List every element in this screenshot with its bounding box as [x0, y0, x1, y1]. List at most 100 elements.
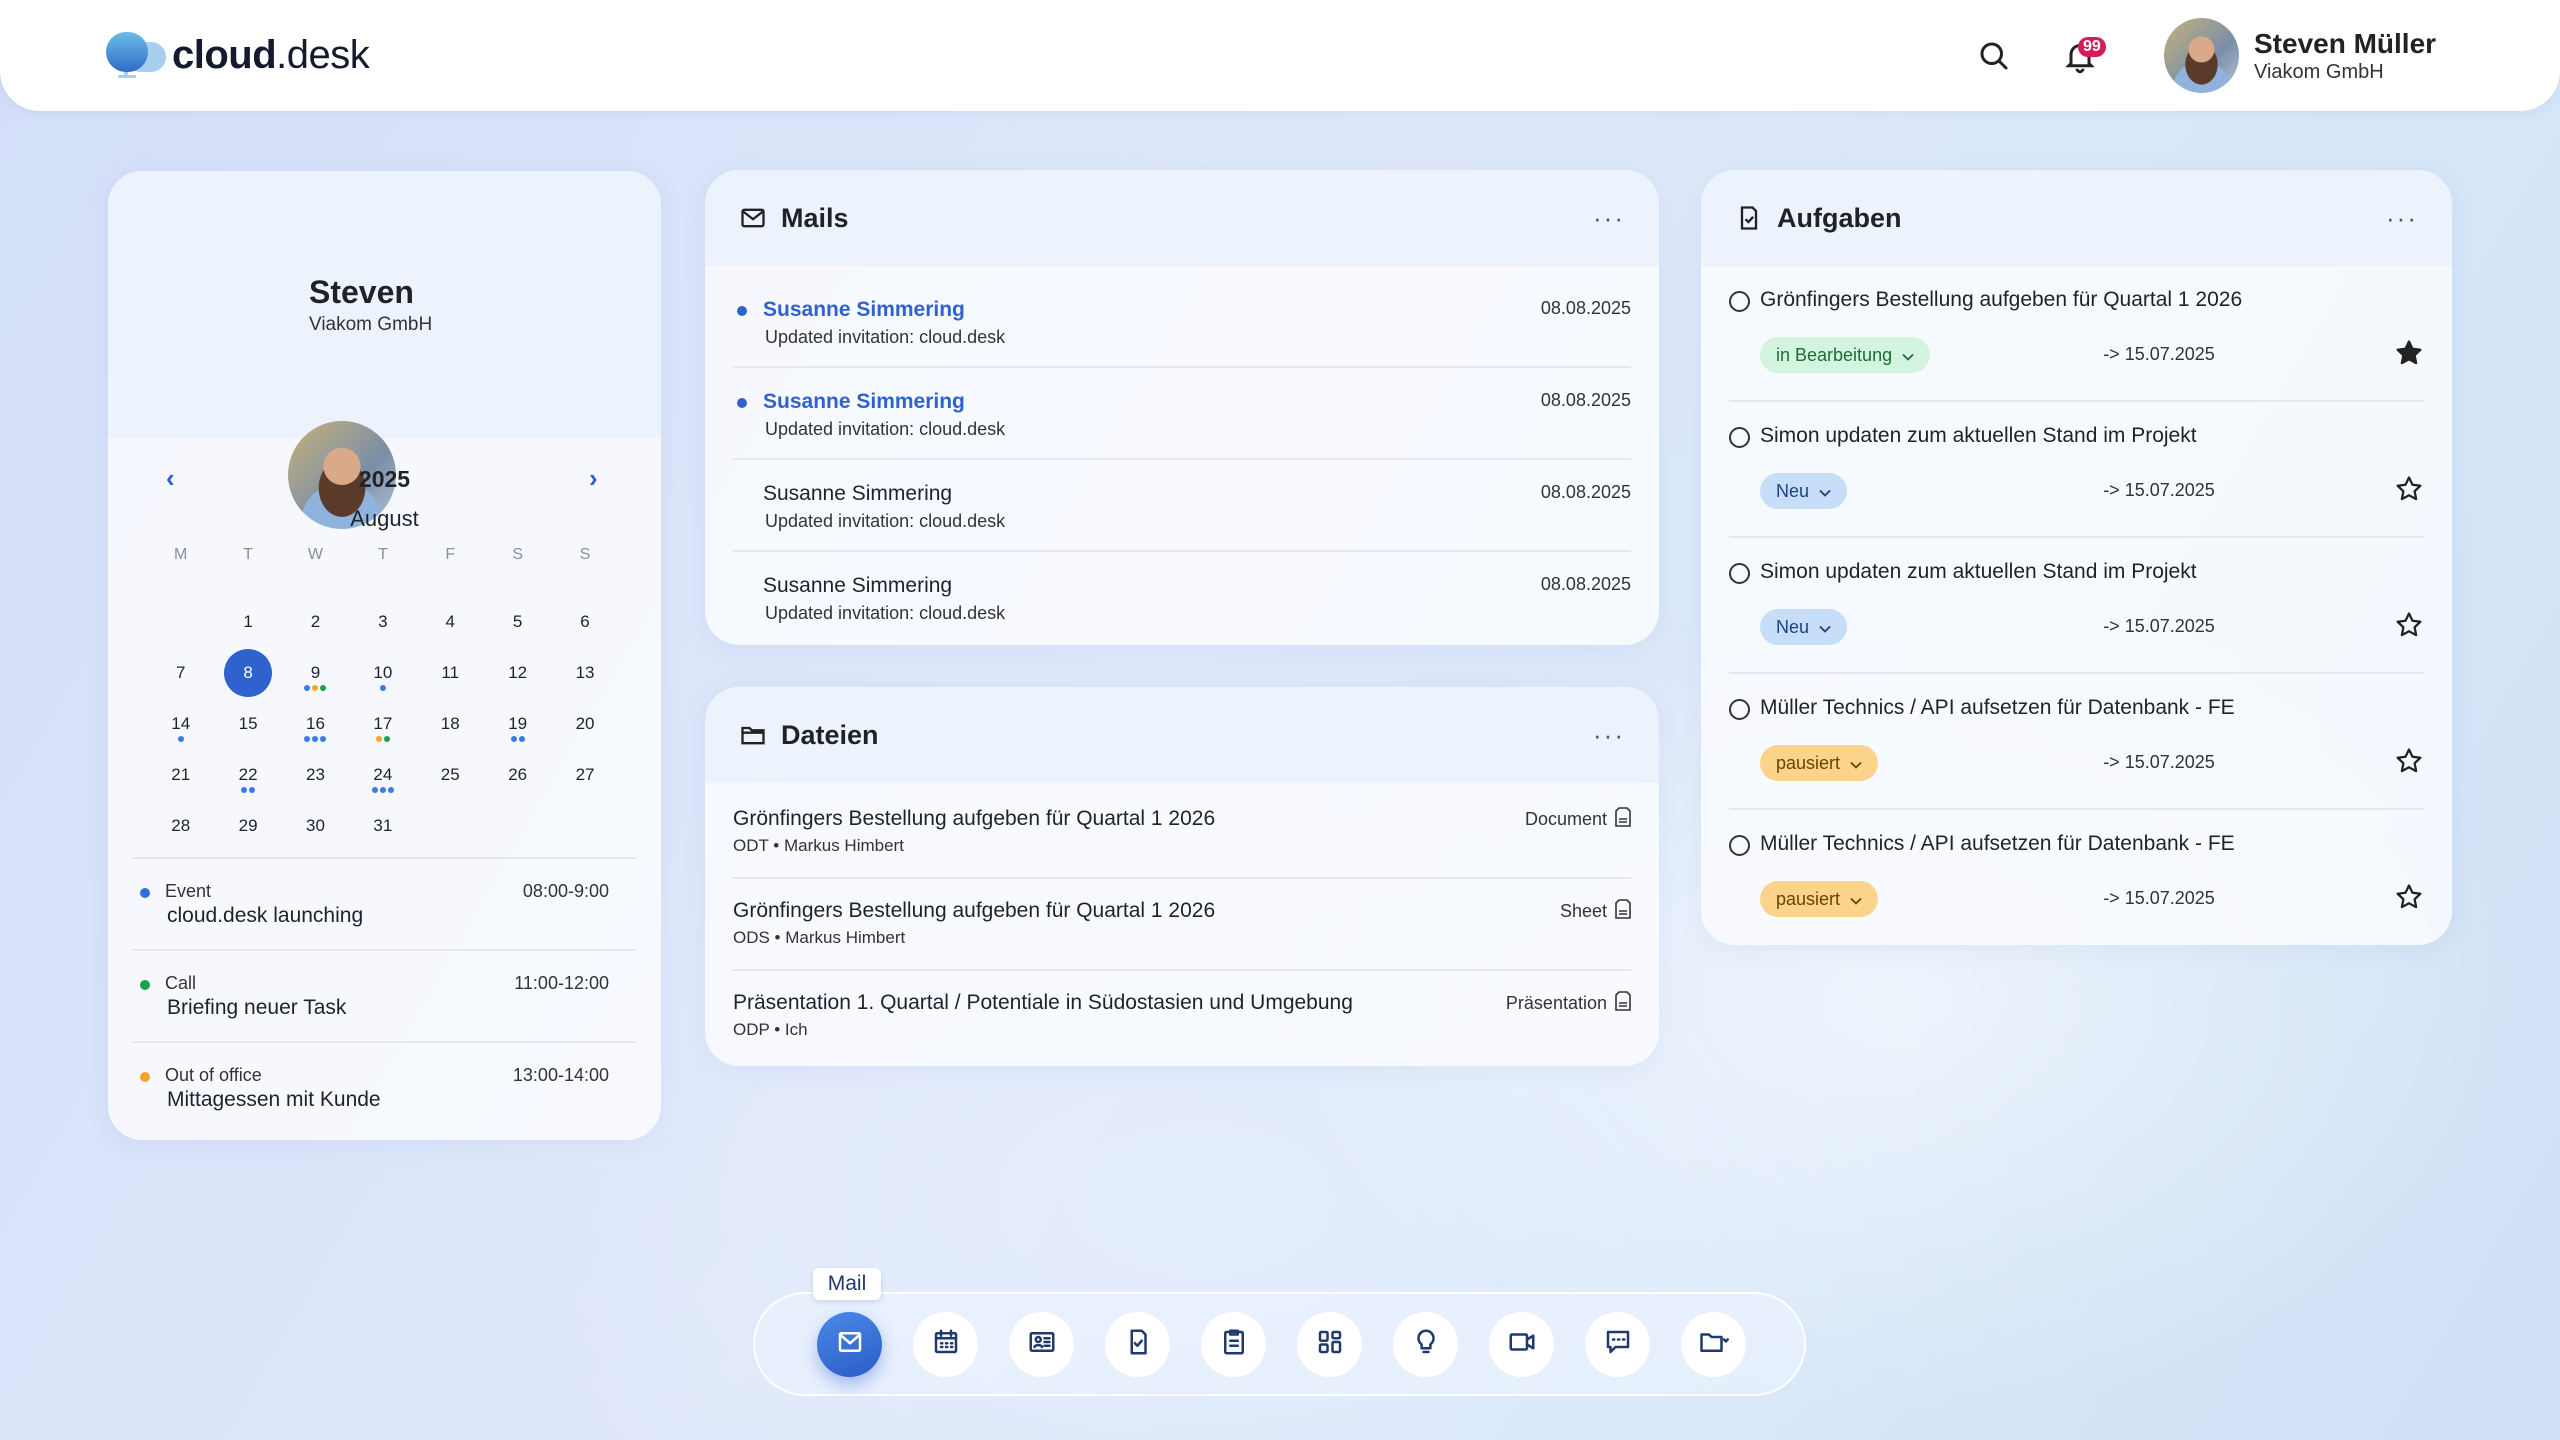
task-checkbox[interactable] — [1729, 427, 1750, 448]
chevron-down-icon — [1850, 881, 1862, 917]
chevron-down-icon — [1819, 473, 1831, 509]
calendar-day[interactable]: 31 — [349, 800, 416, 851]
day-number: 31 — [373, 816, 393, 835]
task-title[interactable]: Simon updaten zum aktuellen Stand im Pro… — [1760, 560, 2197, 583]
calendar-day[interactable]: 15 — [214, 698, 281, 749]
dock-contacts-button[interactable] — [1009, 1311, 1074, 1377]
dock-apps-button[interactable] — [1297, 1311, 1362, 1377]
star-filled-icon[interactable] — [2394, 338, 2424, 373]
dock-mail-button[interactable] — [817, 1311, 882, 1377]
star-outline-icon[interactable] — [2394, 610, 2424, 645]
event-item[interactable]: Event cloud.desk launching 08:00-9:00 — [133, 859, 636, 951]
task-checkbox[interactable] — [1729, 699, 1750, 720]
profile-header: Steven Viakom GmbH — [108, 171, 661, 529]
event-dot — [387, 787, 394, 793]
calendar-day[interactable]: 10 — [349, 647, 416, 698]
calendar-day[interactable]: 4 — [417, 596, 484, 647]
video-icon — [1507, 1327, 1537, 1362]
calendar-day[interactable]: 3 — [349, 596, 416, 647]
task-title[interactable]: Müller Technics / API aufsetzen für Date… — [1760, 832, 2235, 855]
dock-notes-button[interactable] — [1201, 1311, 1266, 1377]
event-item[interactable]: Call Briefing neuer Task 11:00-12:00 — [133, 951, 636, 1043]
dock-ideas-button[interactable] — [1393, 1311, 1458, 1377]
task-due-date: -> 15.07.2025 — [2103, 752, 2215, 772]
day-number: 2 — [310, 612, 321, 631]
mail-item[interactable]: Susanne Simmering Updated invitation: clo… — [733, 276, 1631, 368]
star-outline-icon[interactable] — [2394, 474, 2424, 509]
day-number: 24 — [373, 765, 393, 784]
unread-dot — [737, 306, 747, 316]
calendar-day[interactable]: 8 — [214, 647, 281, 698]
calendar-day[interactable]: 29 — [214, 800, 281, 851]
calendar-day[interactable]: 22 — [214, 749, 281, 800]
event-item[interactable]: Out of office Mittagessen mit Kunde 13:00-… — [133, 1043, 636, 1135]
calendar-day[interactable]: 16 — [282, 698, 349, 749]
logo[interactable]: cloud.desk — [106, 30, 370, 80]
file-meta: ODP • Ich — [733, 1020, 808, 1039]
star-outline-icon[interactable] — [2394, 882, 2424, 917]
task-status-dropdown[interactable]: pausiert — [1760, 745, 1879, 781]
user-name[interactable]: Steven Müller — [2254, 28, 2437, 59]
calendar-day[interactable]: 11 — [417, 647, 484, 698]
calendar-day[interactable]: 18 — [417, 698, 484, 749]
mail-item[interactable]: Susanne Simmering Updated invitation: clo… — [733, 368, 1631, 460]
tasks-title: Aufgaben — [1777, 202, 1902, 233]
search-icon[interactable] — [1976, 38, 2012, 74]
calendar-day[interactable]: 1 — [214, 596, 281, 647]
task-checkbox[interactable] — [1729, 835, 1750, 856]
top-header: cloud.desk 99 Steven Müller Viakom GmbH — [0, 0, 2560, 111]
calendar-day[interactable]: 2 — [282, 596, 349, 647]
weekday-label: F — [445, 546, 456, 563]
task-title[interactable]: Simon updaten zum aktuellen Stand im Pro… — [1760, 424, 2197, 447]
calendar-day[interactable]: 7 — [147, 647, 214, 698]
task-checkbox[interactable] — [1729, 291, 1750, 312]
calendar-next-button[interactable]: › — [589, 463, 598, 493]
event-dot — [518, 736, 525, 742]
calendar-day[interactable]: 9 — [282, 647, 349, 698]
files-more-button[interactable]: ··· — [1593, 719, 1625, 750]
dock-calendar-button[interactable] — [913, 1311, 978, 1377]
calendar-day[interactable]: 28 — [147, 800, 214, 851]
calendar-day[interactable]: 30 — [282, 800, 349, 851]
file-item[interactable]: Grönfingers Bestellung aufgeben für Quar… — [733, 879, 1631, 971]
tasks-card: Aufgaben ··· Grönfingers Bestellung aufg… — [1701, 170, 2452, 945]
mail-item[interactable]: Susanne Simmering Updated invitation: clo… — [733, 460, 1631, 552]
task-status-dropdown[interactable]: in Bearbeitung — [1760, 337, 1931, 373]
file-item[interactable]: Grönfingers Bestellung aufgeben für Quar… — [733, 787, 1631, 879]
dock-tasks-button[interactable] — [1105, 1311, 1170, 1377]
task-checkbox[interactable] — [1729, 563, 1750, 584]
calendar-day[interactable]: 14 — [147, 698, 214, 749]
calendar-day[interactable]: 5 — [484, 596, 551, 647]
dock-chat-button[interactable] — [1585, 1311, 1650, 1377]
mail-item[interactable]: Susanne Simmering Updated invitation: clo… — [733, 552, 1631, 644]
calendar-day[interactable]: 20 — [551, 698, 618, 749]
user-avatar[interactable] — [2164, 18, 2239, 93]
calendar-day[interactable]: 21 — [147, 749, 214, 800]
task-status-dropdown[interactable]: Neu — [1760, 473, 1848, 509]
task-title[interactable]: Müller Technics / API aufsetzen für Date… — [1760, 696, 2235, 719]
task-status-dropdown[interactable]: Neu — [1760, 609, 1848, 645]
calendar-day[interactable]: 17 — [349, 698, 416, 749]
dock-files-button[interactable] — [1681, 1311, 1746, 1377]
event-type: Call — [165, 973, 197, 993]
calendar-day[interactable]: 13 — [551, 647, 618, 698]
mails-more-button[interactable]: ··· — [1593, 202, 1625, 233]
event-color-dot — [140, 1072, 150, 1082]
file-type: Document — [1525, 807, 1631, 832]
task-status-dropdown[interactable]: pausiert — [1760, 881, 1879, 917]
calendar-day[interactable]: 26 — [484, 749, 551, 800]
calendar-day[interactable]: 12 — [484, 647, 551, 698]
tasks-more-button[interactable]: ··· — [2386, 202, 2418, 233]
task-due-date: -> 15.07.2025 — [2103, 616, 2215, 636]
calendar-day[interactable]: 19 — [484, 698, 551, 749]
calendar-day[interactable]: 23 — [282, 749, 349, 800]
calendar-day[interactable]: 27 — [551, 749, 618, 800]
task-title[interactable]: Grönfingers Bestellung aufgeben für Quar… — [1760, 288, 2243, 311]
calendar-day[interactable]: 6 — [551, 596, 618, 647]
calendar-day[interactable]: 24 — [349, 749, 416, 800]
file-item[interactable]: Präsentation 1. Quartal / Potentiale in … — [733, 971, 1631, 1063]
star-outline-icon[interactable] — [2394, 746, 2424, 781]
calendar-day[interactable]: 25 — [417, 749, 484, 800]
calendar-prev-button[interactable]: ‹ — [166, 463, 175, 493]
dock-video-button[interactable] — [1489, 1311, 1554, 1377]
